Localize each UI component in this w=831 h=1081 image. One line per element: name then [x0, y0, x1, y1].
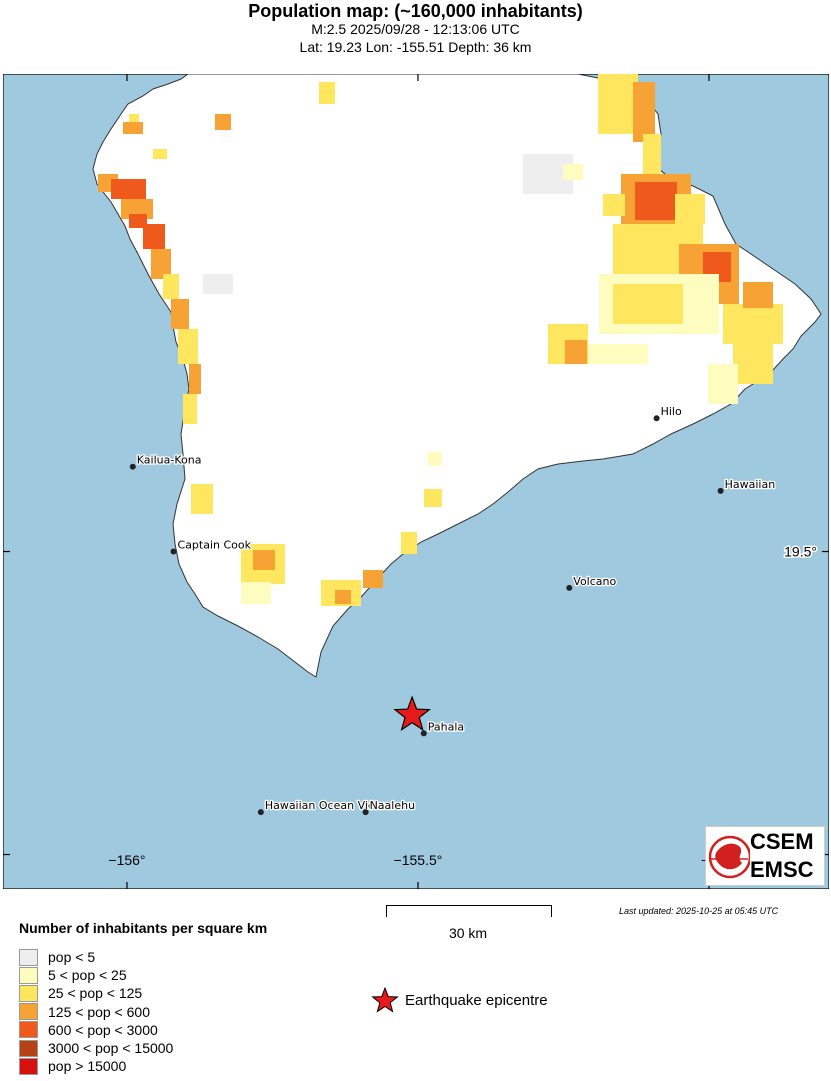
longitude-ticks: −156°−155.5°−1	[108, 74, 717, 889]
legend-swatch	[19, 1039, 38, 1057]
epicentre-label: Earthquake epicentre	[405, 991, 548, 1009]
location-info: Lat: 19.23 Lon: -155.51 Depth: 36 km	[299, 39, 532, 55]
city-marker-icon[interactable]	[362, 809, 369, 816]
population-cells	[98, 74, 783, 606]
legend-swatch	[19, 966, 38, 984]
legend-label: 3000 < pop < 15000	[48, 1040, 174, 1056]
scale-label: 30 km	[448, 925, 488, 941]
legend-item: 125 < pop < 600	[19, 1003, 150, 1021]
legend-swatch	[19, 1003, 38, 1021]
lon-tick-label: −155.5°	[394, 852, 443, 868]
star-icon	[371, 987, 399, 1013]
legend-label: 25 < pop < 125	[48, 985, 143, 1002]
legend-label: 125 < pop < 600	[48, 1003, 150, 1020]
city-label: Hawaiian Ocean View	[265, 799, 384, 812]
logo-text-emsc: EMSC	[750, 857, 814, 882]
legend-label: pop > 15000	[48, 1058, 127, 1075]
population-map[interactable]: Hilo Kailua-Kona Hawaiian Captain Cook Volca…	[3, 74, 829, 889]
legend-label: 600 < pop < 3000	[48, 1021, 158, 1038]
csem-emsc-logo[interactable]: CSEM EMSC	[705, 826, 825, 886]
city-label: Hilo	[661, 405, 682, 418]
city-marker-icon[interactable]	[257, 809, 264, 816]
scale-bar	[386, 905, 552, 917]
legend-swatch	[19, 1021, 38, 1039]
legend-item: 25 < pop < 125	[19, 984, 142, 1002]
legend-item: pop > 15000	[19, 1057, 126, 1075]
last-updated: Last updated: 2025-10-25 at 05:45 UTC	[619, 906, 779, 916]
map-title: Population map: (~160,000 inhabitants)	[248, 1, 583, 21]
city-marker-icon[interactable]	[717, 487, 724, 494]
city-label: Captain Cook	[178, 539, 252, 552]
city-marker-icon[interactable]	[420, 730, 427, 737]
legend-swatch	[19, 984, 38, 1002]
legend-swatch	[19, 948, 38, 966]
lat-tick-label: 19.5°	[784, 544, 817, 560]
city-marker-icon[interactable]	[129, 463, 136, 470]
legend-label: 5 < pop < 25	[48, 967, 127, 984]
legend-item: 600 < pop < 3000	[19, 1021, 158, 1039]
city-label: Naalehu	[370, 799, 415, 812]
legend-swatch	[19, 1057, 38, 1075]
legend-item: 3000 < pop < 15000	[19, 1039, 173, 1057]
lon-tick-label: −156°	[108, 852, 145, 868]
legend-item: 5 < pop < 25	[19, 966, 127, 984]
city-markers: Hilo Kailua-Kona Hawaiian Captain Cook Volca…	[129, 404, 777, 816]
epicenter-star-icon[interactable]	[393, 695, 431, 732]
event-info: M:2.5 2025/09/28 - 12:13:06 UTC	[311, 21, 520, 37]
city-marker-icon[interactable]	[653, 415, 660, 422]
city-marker-icon[interactable]	[566, 584, 573, 591]
city-label: Volcano	[573, 575, 616, 588]
globe-icon	[708, 835, 750, 879]
legend-title: Number of inhabitants per square km	[19, 920, 268, 936]
logo-text-csem: CSEM	[750, 829, 814, 854]
city-label: Pahala	[428, 720, 464, 733]
city-label: Kailua-Kona	[137, 454, 202, 467]
legend-item: pop < 5	[19, 948, 95, 966]
city-marker-icon[interactable]	[170, 548, 177, 555]
city-label: Hawaiian	[725, 478, 776, 491]
epicentre-legend: Earthquake epicentre	[371, 987, 548, 1013]
legend-label: pop < 5	[48, 949, 96, 965]
